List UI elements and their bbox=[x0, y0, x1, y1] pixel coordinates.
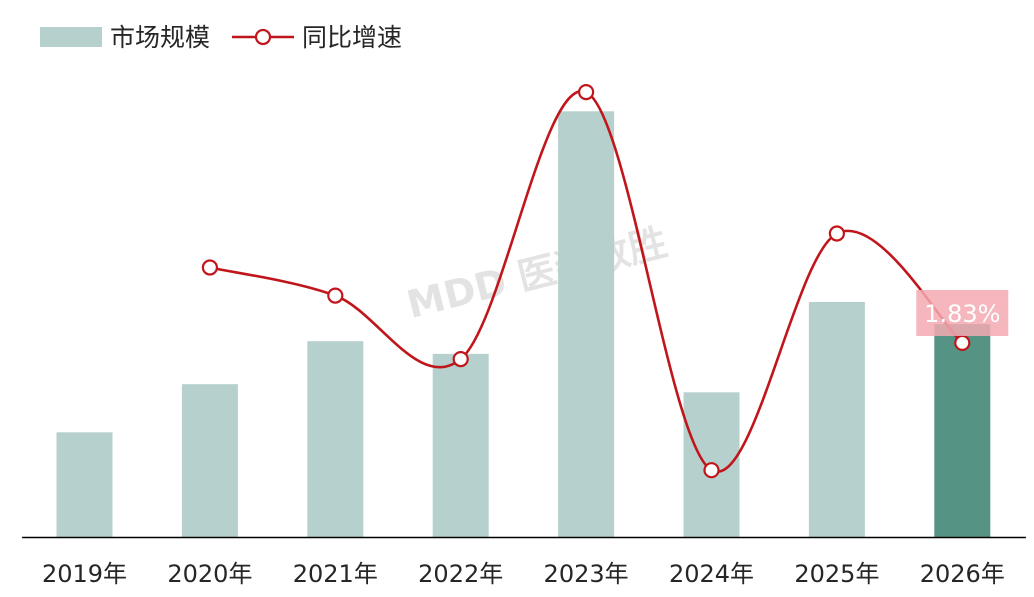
watermark: MDD 医装数胜 bbox=[402, 220, 671, 327]
bar-2025年 bbox=[808, 302, 865, 537]
legend-label-market-size: 市场规模 bbox=[110, 23, 210, 52]
bars-group bbox=[56, 111, 991, 538]
x-axis: 2019年 2020年 2021年 2022年 2023年 2024年 2025年 2026年 bbox=[22, 536, 1026, 588]
x-tick-label: 2026年 bbox=[920, 560, 1005, 588]
growth-point-2025年 bbox=[828, 225, 846, 242]
annotation-box bbox=[916, 290, 1009, 336]
growth-point-2022年 bbox=[452, 351, 469, 368]
x-tick-label: 2020年 bbox=[167, 560, 252, 588]
growth-point-2026年 bbox=[954, 334, 971, 351]
bar-2022年 bbox=[432, 353, 489, 537]
x-tick-label: 2025年 bbox=[794, 560, 879, 588]
bar-2026年 bbox=[934, 324, 991, 537]
x-tick-label: 2024年 bbox=[669, 560, 754, 588]
line-group bbox=[201, 83, 971, 479]
x-tick-label: 2023年 bbox=[544, 560, 629, 588]
annotation-label: 1.83% bbox=[924, 300, 1000, 328]
growth-point-2023年 bbox=[577, 83, 595, 101]
growth-point-2020年 bbox=[201, 259, 218, 276]
x-tick-label: 2022年 bbox=[418, 560, 503, 588]
x-tick-label: 2021年 bbox=[293, 560, 378, 588]
bar-2019年 bbox=[56, 432, 113, 537]
legend-swatch-market-size bbox=[40, 27, 102, 47]
legend: 市场规模 同比增速 bbox=[40, 23, 402, 52]
bar-2023年 bbox=[558, 111, 615, 538]
growth-point-2021年 bbox=[327, 287, 344, 304]
annotation-group: 1.83% bbox=[916, 290, 1009, 336]
legend-marker-growth-rate bbox=[254, 28, 272, 46]
growth-point-2024年 bbox=[703, 462, 720, 479]
legend-label-growth-rate: 同比增速 bbox=[302, 23, 402, 52]
bar-2020年 bbox=[181, 384, 238, 537]
bar-2021年 bbox=[307, 341, 364, 537]
x-tick-label: 2019年 bbox=[42, 560, 127, 588]
watermark-text: MDD 医装数胜 bbox=[402, 220, 671, 327]
